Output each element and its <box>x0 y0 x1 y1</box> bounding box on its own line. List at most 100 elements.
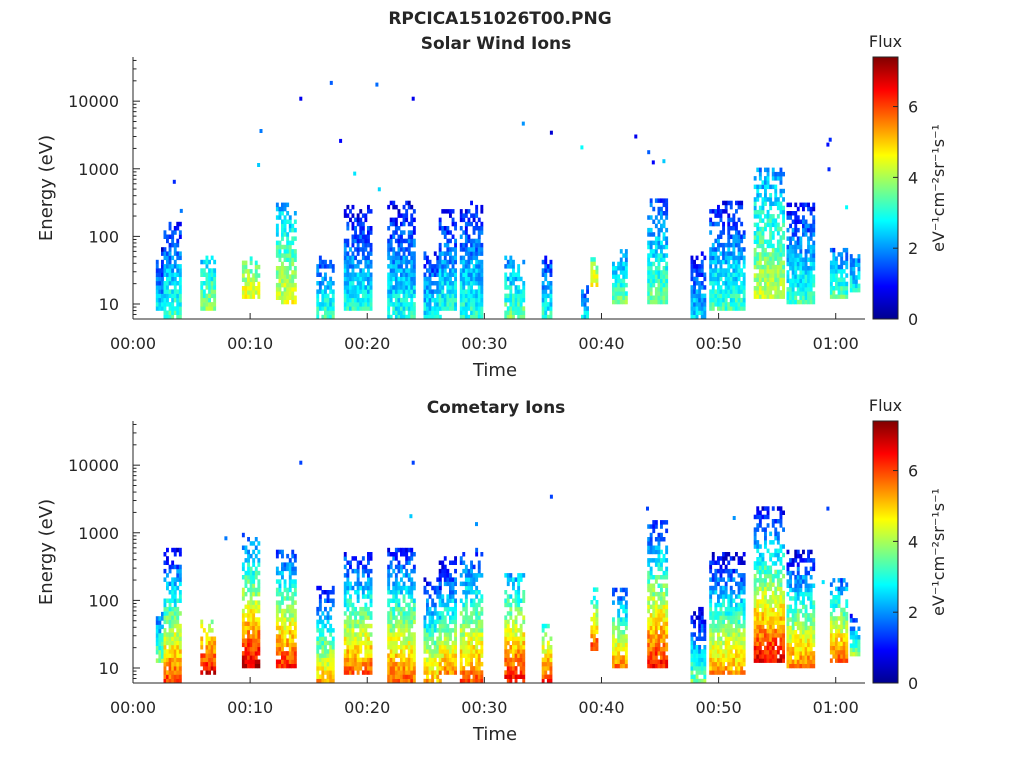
heatmap-cell <box>809 249 813 254</box>
heatmap-cell <box>729 255 733 261</box>
heatmap-cell <box>459 653 463 658</box>
heatmap-cell <box>173 297 177 303</box>
heatmap-cell <box>764 247 767 253</box>
heatmap-cell <box>732 234 736 239</box>
heatmap-cell <box>389 281 393 286</box>
heatmap-cell <box>732 268 736 273</box>
heatmap-cell <box>356 217 360 223</box>
heatmap-cell <box>356 302 360 307</box>
heatmap-cell <box>771 231 775 236</box>
heatmap-cell <box>812 244 816 250</box>
heatmap-cell <box>700 615 704 620</box>
heatmap-cell <box>665 278 669 284</box>
heatmap-cell <box>761 286 765 291</box>
heatmap-cell <box>443 302 447 307</box>
heatmap-cell <box>441 657 445 663</box>
heatmap-cell <box>782 235 785 240</box>
heatmap-cell <box>799 299 803 305</box>
heatmap-cell <box>703 310 707 315</box>
heatmap-cell <box>364 289 368 294</box>
heatmap-cell <box>400 611 403 616</box>
heatmap-cell <box>782 290 785 295</box>
heatmap-cell <box>472 297 476 303</box>
heatmap-cell <box>394 623 398 629</box>
heatmap-cell <box>761 273 765 278</box>
heatmap-cell <box>652 274 656 279</box>
heatmap-cell <box>464 590 468 595</box>
heatmap-cell <box>506 611 510 616</box>
heatmap-cell <box>454 666 457 671</box>
heatmap-cell <box>283 257 287 262</box>
heatmap-cell <box>812 219 816 224</box>
heatmap-cell <box>210 645 214 650</box>
heatmap-cell <box>735 238 738 244</box>
heatmap-cell <box>464 645 468 650</box>
heatmap-cell <box>719 306 723 311</box>
heatmap-cell <box>178 645 182 650</box>
heatmap-cell <box>428 264 432 269</box>
heatmap-cell <box>329 302 333 307</box>
heatmap-cell <box>200 293 204 299</box>
heatmap-cell <box>392 657 396 663</box>
heatmap-cell <box>252 634 256 639</box>
heatmap-cell <box>517 306 521 311</box>
heatmap-cell <box>617 625 621 631</box>
heatmap-cell <box>477 611 481 616</box>
heatmap-cell <box>477 661 481 667</box>
heatmap-cell <box>200 623 204 629</box>
heatmap-cell <box>438 251 442 256</box>
heatmap-cell <box>410 611 414 616</box>
heatmap-cell <box>654 266 658 271</box>
heatmap-cell <box>693 285 696 290</box>
heatmap-cell <box>346 293 350 299</box>
heatmap-cell <box>519 598 523 603</box>
heatmap-cell <box>213 268 217 273</box>
heatmap-cell <box>436 264 440 269</box>
heatmap-cell <box>519 661 523 667</box>
heatmap-cell <box>769 264 773 270</box>
heatmap-cell <box>544 259 548 265</box>
heatmap-cell <box>477 674 481 679</box>
heatmap-cell <box>436 628 440 633</box>
heatmap-cell <box>329 281 333 286</box>
heatmap-cell <box>356 242 360 248</box>
heatmap-cell <box>318 306 322 311</box>
heatmap-cell <box>662 287 666 292</box>
heatmap-cell <box>657 621 661 626</box>
heatmap-cell <box>249 256 253 261</box>
heatmap-cell <box>423 670 427 675</box>
heatmap-cell <box>331 653 335 658</box>
heatmap-cell <box>387 297 391 303</box>
heatmap-cell <box>583 314 587 320</box>
heatmap-cell <box>364 255 368 261</box>
heatmap-cell <box>845 286 849 291</box>
heatmap-cell <box>433 272 437 277</box>
heatmap-cell <box>693 661 696 667</box>
heatmap-cell <box>845 256 849 261</box>
heatmap-cell <box>178 264 182 269</box>
heatmap-cell <box>163 247 167 252</box>
heatmap-cell <box>459 209 463 214</box>
heatmap-cell <box>275 249 279 254</box>
heatmap-cell <box>802 274 805 279</box>
heatmap-cell <box>394 268 398 273</box>
heatmap-cell <box>446 230 450 235</box>
heatmap-cell <box>771 264 775 270</box>
heatmap-cell <box>405 645 409 650</box>
heatmap-cell <box>389 606 393 612</box>
heatmap-cell <box>359 649 363 654</box>
heatmap-cell <box>649 227 653 233</box>
heatmap-cell <box>735 255 738 261</box>
heatmap-cell <box>281 630 284 635</box>
heatmap-cell <box>438 242 442 248</box>
heatmap-cell <box>724 251 728 256</box>
heatmap-cell <box>257 625 261 631</box>
heatmap-cell <box>470 585 473 591</box>
heatmap-cell <box>647 261 651 267</box>
heatmap-cell <box>438 247 442 252</box>
heatmap-cell <box>407 560 411 565</box>
heatmap-cell <box>247 600 250 605</box>
heatmap-cell <box>649 659 653 664</box>
heatmap-cell <box>504 281 508 286</box>
